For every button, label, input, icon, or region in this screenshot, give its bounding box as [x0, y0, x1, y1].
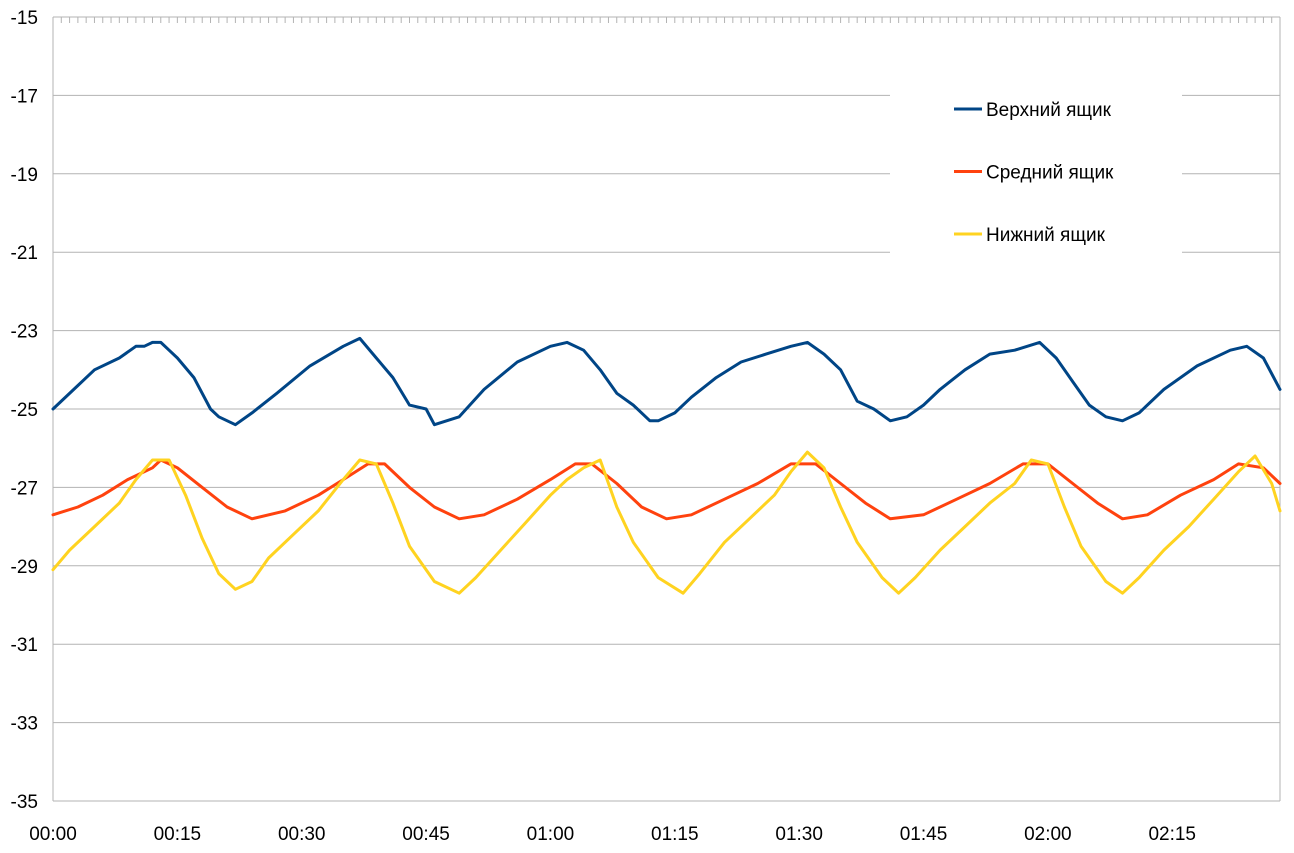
x-tick-label: 01:30	[775, 824, 823, 845]
x-tick-labels: 00:00 00:15 00:30 00:45 01:00 01:15 01:30 01:45…	[29, 824, 1196, 845]
y-tick-label: -15	[11, 8, 38, 29]
y-tick-label: -31	[11, 635, 38, 656]
legend-label: Средний ящик	[986, 163, 1114, 184]
y-tick-labels: -15 -17 -19 -21 -23 -25 -27 -29 -31 -33 -35	[11, 8, 38, 813]
y-tick-label: -19	[11, 165, 38, 186]
y-tick-label: -27	[11, 478, 38, 499]
x-tick-label: 00:45	[402, 824, 450, 845]
y-tick-label: -33	[11, 714, 38, 735]
x-tick-label: 00:00	[29, 824, 77, 845]
x-tick-label: 00:15	[154, 824, 202, 845]
top-minor-ticks	[52, 17, 1281, 23]
x-tick-label: 00:30	[278, 824, 326, 845]
y-tick-label: -35	[11, 792, 38, 813]
legend-label: Нижний ящик	[986, 225, 1106, 246]
series-line-3	[51, 450, 1282, 595]
y-tick-label: -29	[11, 557, 38, 578]
y-tick-label: -17	[11, 86, 38, 107]
x-tick-label: 01:00	[527, 824, 575, 845]
legend-box	[890, 80, 1182, 266]
x-tick-label: 01:45	[900, 824, 948, 845]
series-line-2	[51, 458, 1282, 521]
y-tick-label: -25	[11, 400, 38, 421]
x-tick-label: 02:15	[1148, 824, 1196, 845]
legend-label: Верхний ящик	[986, 100, 1112, 121]
x-tick-label: 02:00	[1024, 824, 1072, 845]
series-line-1	[51, 336, 1282, 427]
y-tick-label: -21	[11, 243, 38, 264]
x-tick-label: 01:15	[651, 824, 699, 845]
legend: Верхний ящик Средний ящик Нижний ящик	[890, 80, 1182, 266]
series-lines	[51, 336, 1282, 595]
y-tick-label: -23	[11, 322, 38, 343]
